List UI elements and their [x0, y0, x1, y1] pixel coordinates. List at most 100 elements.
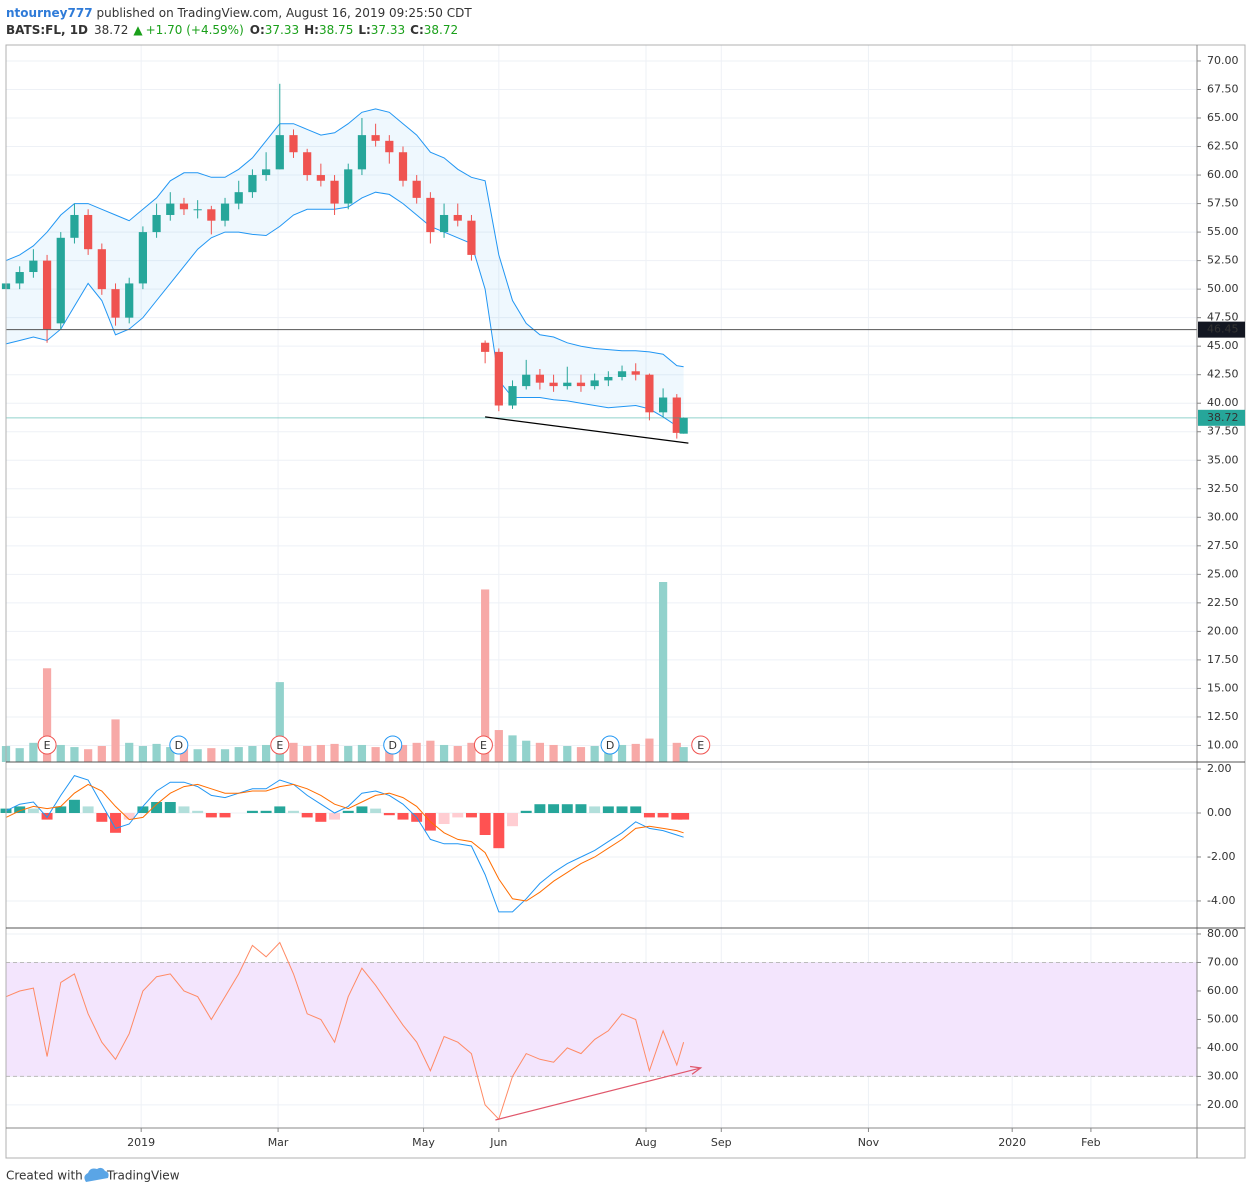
volume-bar — [357, 744, 367, 762]
volume-bar — [535, 742, 545, 762]
histogram-bar — [452, 813, 464, 818]
volume-bar — [97, 746, 106, 762]
indicator-line — [5, 783, 684, 902]
volume-bar — [453, 746, 462, 762]
event-marker — [383, 735, 403, 755]
event-marker — [169, 735, 189, 755]
volume-bar — [29, 742, 38, 762]
candle-body — [549, 382, 558, 387]
volume-bar — [494, 730, 503, 762]
candle-body — [631, 371, 640, 375]
last-price-label: 38.72 — [1207, 411, 1239, 424]
candle-body — [166, 203, 175, 215]
y-tick-label: 60.00 — [1207, 984, 1239, 997]
candle-body — [15, 272, 24, 284]
y-tick-label: 17.50 — [1207, 653, 1239, 666]
volume-bar — [152, 743, 161, 762]
volume-bar — [303, 746, 312, 762]
volume-bar — [207, 748, 216, 762]
symbol-line: BATS:FL, 1D 38.72 ▲ +1.70 (+4.59%) O:37.33 H:… — [6, 23, 458, 37]
histogram-bar — [82, 806, 94, 814]
histogram-bar — [678, 813, 690, 820]
symbol-name: BATS:FL, 1D — [6, 23, 88, 37]
y-tick-label: 20.00 — [1207, 624, 1239, 637]
volume-bar — [84, 749, 93, 762]
x-tick-label: 2020 — [998, 1136, 1026, 1149]
histogram-bar — [192, 810, 204, 814]
y-tick-label: 10.00 — [1207, 738, 1239, 751]
rsi-line — [5, 941, 685, 1121]
histogram-bar — [438, 813, 450, 825]
marks-layer — [0, 83, 1197, 1121]
candle-body — [56, 237, 65, 324]
event-label: D — [175, 739, 183, 752]
histogram-bar — [370, 808, 382, 814]
volume-bar — [658, 582, 668, 762]
brand-logo — [84, 1167, 109, 1182]
candle-body — [467, 220, 476, 255]
histogram-bar — [55, 806, 67, 814]
footer-text: Created with — [6, 1169, 83, 1183]
candle-body — [289, 135, 298, 153]
annotation-arrow — [495, 1067, 701, 1121]
candle-body — [70, 214, 79, 238]
candle-body — [508, 386, 517, 406]
candle-body — [658, 397, 668, 413]
y-tick-label: 15.00 — [1207, 681, 1239, 694]
volume-bar — [576, 747, 586, 762]
volume-bar — [289, 742, 298, 762]
candle-body — [481, 342, 490, 352]
y-tick-label: 35.00 — [1207, 453, 1239, 466]
event-marker — [37, 735, 57, 755]
candle-body — [645, 374, 654, 413]
histogram-bar — [589, 806, 601, 814]
candle-body — [398, 152, 408, 181]
candle-body — [344, 169, 353, 204]
volume-bar — [125, 742, 134, 762]
x-tick-label: Sep — [711, 1136, 732, 1149]
histogram-bar — [151, 802, 163, 814]
y-tick-label: 62.50 — [1207, 140, 1239, 153]
volume-bar — [111, 719, 120, 762]
volume-bar — [439, 744, 449, 762]
frame — [5, 44, 1246, 1159]
arrow-head — [689, 1065, 703, 1075]
candle-body — [138, 232, 148, 284]
candle-body — [275, 135, 284, 170]
histogram-bar — [96, 813, 108, 822]
trendline — [485, 416, 689, 444]
volume-bar — [193, 749, 202, 762]
y-tick-label: 70.00 — [1207, 54, 1239, 67]
histogram-bar — [246, 810, 258, 814]
last-price: 38.72 — [94, 23, 128, 37]
candle-body — [522, 374, 531, 387]
volume-bar — [398, 744, 408, 762]
y-tick-label: 40.00 — [1207, 396, 1239, 409]
y-tick-label: 2.00 — [1207, 762, 1232, 775]
histogram-bar — [575, 804, 587, 814]
candle-body — [261, 169, 271, 176]
y-tick-label: 60.00 — [1207, 168, 1239, 181]
y-tick-label: 65.00 — [1207, 111, 1239, 124]
footer-brand: TradingView — [106, 1169, 180, 1183]
author: ntourney777 — [6, 6, 93, 20]
candle-body — [125, 283, 134, 318]
event-label: E — [697, 739, 704, 752]
x-tick-label: Feb — [1081, 1136, 1100, 1149]
y-tick-label: 0.00 — [1207, 806, 1232, 819]
histogram-bar — [616, 806, 628, 814]
candle-body — [426, 197, 435, 233]
x-tick-label: Nov — [858, 1136, 880, 1149]
hline-label-box — [1198, 321, 1245, 338]
volume-bar — [385, 746, 394, 762]
histogram-bar — [14, 806, 26, 814]
histogram-bar — [520, 810, 532, 814]
histogram-bar — [561, 804, 573, 814]
event-label: D — [388, 739, 396, 752]
volume-bar — [330, 743, 339, 762]
low-label: L: — [358, 23, 370, 37]
candle-body — [371, 135, 380, 141]
histogram-bar — [342, 810, 354, 814]
candle-body — [679, 417, 688, 434]
